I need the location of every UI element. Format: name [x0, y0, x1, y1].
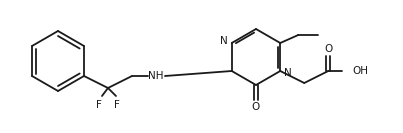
Text: N: N: [220, 36, 228, 46]
Text: N: N: [284, 68, 292, 78]
Text: F: F: [96, 100, 102, 110]
Text: OH: OH: [352, 66, 368, 76]
Text: O: O: [252, 102, 260, 112]
Text: O: O: [324, 44, 332, 54]
Text: NH: NH: [148, 71, 164, 81]
Text: F: F: [114, 100, 120, 110]
